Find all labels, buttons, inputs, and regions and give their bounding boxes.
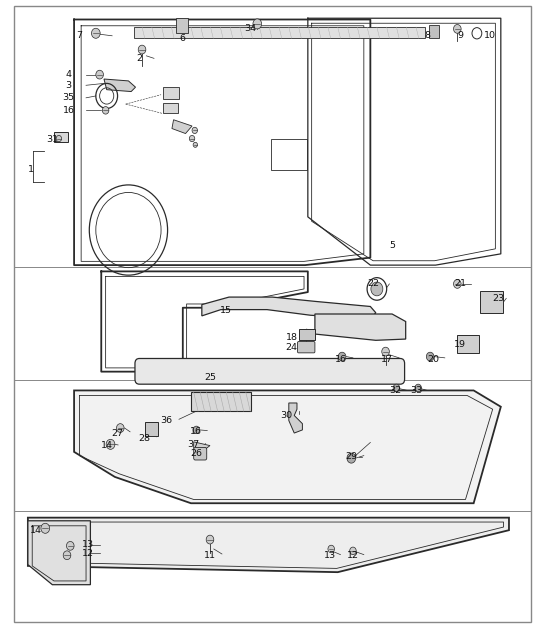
Text: 33: 33 — [410, 386, 423, 395]
Polygon shape — [193, 442, 210, 452]
Circle shape — [193, 143, 197, 148]
Polygon shape — [134, 27, 425, 38]
Circle shape — [350, 547, 356, 555]
Bar — [163, 87, 179, 99]
Text: 16: 16 — [335, 355, 347, 364]
Text: 34: 34 — [245, 24, 257, 33]
Text: 28: 28 — [139, 433, 151, 443]
Polygon shape — [74, 391, 501, 503]
Text: 16: 16 — [190, 427, 202, 436]
Circle shape — [41, 523, 50, 533]
Circle shape — [92, 28, 100, 38]
Polygon shape — [202, 297, 376, 319]
Text: 16: 16 — [63, 106, 75, 115]
Circle shape — [102, 107, 109, 114]
Text: 35: 35 — [63, 94, 75, 102]
Text: 20: 20 — [427, 355, 439, 364]
Circle shape — [106, 440, 115, 450]
Text: 12: 12 — [82, 550, 94, 558]
Text: 15: 15 — [220, 306, 232, 315]
Bar — [163, 104, 178, 114]
Circle shape — [426, 352, 434, 361]
Text: 27: 27 — [112, 428, 124, 438]
Circle shape — [253, 19, 262, 29]
Polygon shape — [28, 517, 509, 572]
Text: 9: 9 — [457, 31, 463, 40]
Circle shape — [371, 282, 383, 296]
Text: 5: 5 — [389, 241, 395, 249]
Circle shape — [453, 24, 461, 33]
Text: 24: 24 — [286, 343, 298, 352]
Bar — [480, 291, 503, 313]
Text: 14: 14 — [30, 526, 42, 534]
Circle shape — [96, 70, 104, 79]
Text: 36: 36 — [160, 416, 173, 425]
Text: 6: 6 — [180, 34, 186, 43]
Bar — [457, 335, 479, 353]
Text: 29: 29 — [346, 452, 358, 462]
Circle shape — [453, 279, 461, 288]
Text: 23: 23 — [492, 294, 504, 303]
Polygon shape — [104, 79, 136, 92]
Text: 3: 3 — [65, 81, 72, 90]
FancyBboxPatch shape — [193, 448, 207, 460]
Polygon shape — [172, 120, 192, 134]
Text: 13: 13 — [324, 551, 336, 560]
Circle shape — [393, 384, 399, 392]
Circle shape — [63, 551, 71, 560]
Circle shape — [56, 136, 62, 142]
Text: 32: 32 — [389, 386, 401, 395]
Text: 17: 17 — [380, 355, 392, 364]
Text: 13: 13 — [82, 540, 94, 549]
Text: 18: 18 — [286, 333, 298, 342]
Text: 22: 22 — [367, 279, 379, 288]
Circle shape — [66, 541, 74, 550]
Text: 12: 12 — [347, 551, 359, 560]
Text: 21: 21 — [454, 279, 466, 288]
Circle shape — [328, 545, 335, 553]
Bar — [429, 24, 439, 38]
Circle shape — [138, 45, 146, 54]
FancyBboxPatch shape — [298, 342, 315, 353]
Text: 11: 11 — [204, 551, 216, 560]
Circle shape — [117, 424, 124, 433]
Text: 1: 1 — [28, 165, 34, 175]
Text: 8: 8 — [425, 31, 431, 40]
Circle shape — [382, 347, 389, 356]
Circle shape — [338, 352, 346, 361]
Text: 7: 7 — [76, 31, 82, 40]
Bar — [175, 18, 187, 33]
Text: 31: 31 — [46, 135, 58, 144]
Polygon shape — [315, 314, 405, 340]
Text: 30: 30 — [280, 411, 292, 420]
Bar — [145, 423, 159, 436]
Circle shape — [206, 535, 214, 544]
Polygon shape — [289, 403, 302, 433]
Text: 4: 4 — [65, 70, 71, 79]
Bar — [299, 329, 315, 340]
Circle shape — [193, 426, 199, 434]
Text: 14: 14 — [101, 441, 113, 450]
Circle shape — [189, 136, 195, 142]
FancyBboxPatch shape — [135, 359, 404, 384]
Text: 10: 10 — [484, 31, 496, 40]
Bar — [54, 133, 68, 142]
Bar — [271, 139, 307, 170]
Circle shape — [347, 453, 356, 463]
Text: 26: 26 — [190, 449, 202, 458]
Circle shape — [415, 384, 421, 392]
Text: 25: 25 — [204, 374, 216, 382]
Text: 2: 2 — [136, 54, 142, 63]
Circle shape — [192, 127, 197, 134]
Text: 37: 37 — [187, 440, 199, 449]
Polygon shape — [28, 521, 90, 585]
Bar — [191, 392, 251, 411]
Text: 19: 19 — [454, 340, 466, 349]
